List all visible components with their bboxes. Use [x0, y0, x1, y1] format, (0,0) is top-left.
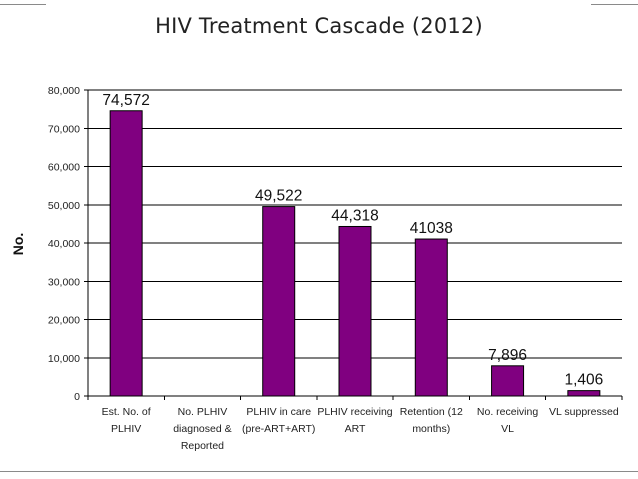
y-tick-label: 80,000: [48, 85, 80, 97]
x-category-label: No. PLHIV diagnosed & Reported: [173, 406, 231, 452]
x-category-label-line: ART: [345, 423, 366, 435]
chart-title: HIV Treatment Cascade (2012): [155, 14, 483, 38]
bottom-rule: [0, 471, 638, 472]
x-category-label: Est. No. of PLHIV: [102, 406, 151, 435]
data-label: 44,318: [331, 207, 378, 224]
y-tick-label: 70,000: [48, 123, 80, 135]
y-tick-label: 0: [74, 391, 80, 403]
x-category-label-line: Reported: [181, 440, 224, 452]
y-tick-label: 40,000: [48, 238, 80, 250]
x-category-label: Retention (12 months): [400, 406, 463, 435]
data-label: 41038: [410, 220, 453, 237]
y-tick-label: 50,000: [48, 200, 80, 212]
x-category-label-line: Est. No. of: [102, 406, 151, 418]
x-category-label-line: PLHIV in care: [246, 406, 311, 418]
x-category-label-line: Retention (12: [400, 406, 463, 418]
top-rule-right: [591, 4, 638, 5]
y-tick-label: 60,000: [48, 162, 80, 174]
data-label: 7,896: [488, 347, 527, 364]
bar: [262, 206, 296, 397]
data-label: 74,572: [102, 92, 149, 109]
bar: [491, 365, 525, 397]
y-tick-label: 30,000: [48, 276, 80, 288]
y-tick-label: 10,000: [48, 353, 80, 365]
x-category-label-line: diagnosed &: [173, 423, 231, 435]
x-category-label-line: No. receiving: [477, 406, 538, 418]
bar: [338, 225, 372, 397]
x-category-label: PLHIV in care (pre-ART+ART): [242, 406, 315, 435]
x-category-label: PLHIV receiving ART: [317, 406, 392, 435]
data-label: 1,406: [564, 372, 603, 389]
x-category-label-line: No. PLHIV: [178, 406, 228, 418]
x-category-label-line: months): [412, 423, 450, 435]
bar: [414, 238, 448, 397]
y-axis-label: No.: [10, 233, 26, 256]
x-category-label-line: VL: [501, 423, 514, 435]
x-category-label: No. receiving VL: [477, 406, 538, 435]
y-tick-label: 20,000: [48, 315, 80, 327]
x-category-label: VL suppressed: [549, 406, 619, 418]
bar: [567, 390, 601, 397]
x-category-label-line: PLHIV receiving: [317, 406, 392, 418]
data-label: 49,522: [255, 188, 302, 205]
x-category-label-line: (pre-ART+ART): [242, 423, 315, 435]
x-category-label-line: PLHIV: [111, 423, 141, 435]
x-category-label-line: VL suppressed: [549, 406, 619, 418]
bar: [109, 110, 143, 397]
top-rule-left: [0, 4, 46, 5]
